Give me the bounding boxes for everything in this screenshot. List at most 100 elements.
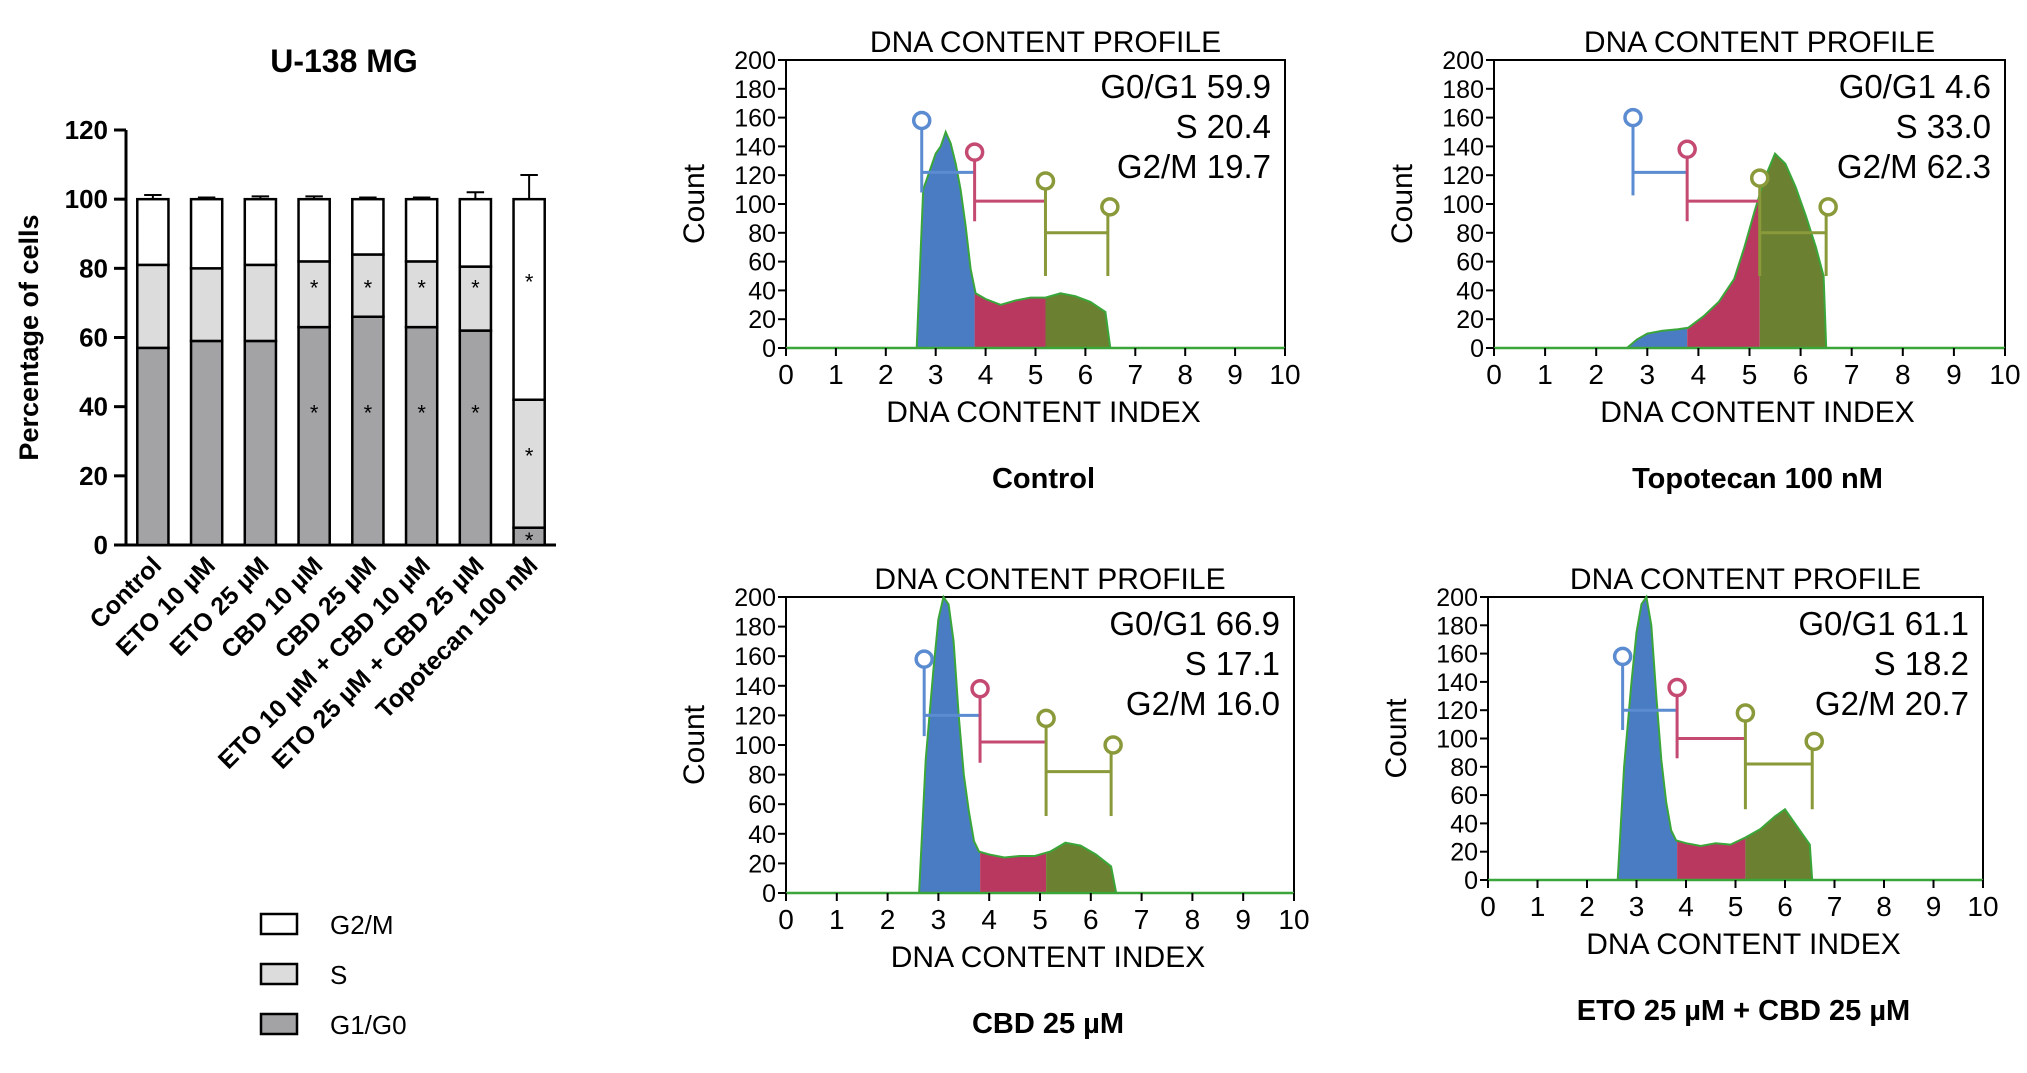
y-tick-label: 20	[79, 461, 108, 491]
histogram-outline	[1616, 594, 1814, 881]
y-axis-label: Percentage of cells	[14, 214, 44, 460]
bar-segment-s	[351, 253, 385, 318]
phase-stat: S 17.1	[1185, 645, 1280, 682]
significance-asterisk: *	[417, 276, 426, 301]
x-tick-label: 5	[1032, 904, 1048, 935]
y-tick-label: 0	[94, 530, 108, 560]
g0g1-area	[916, 132, 975, 348]
x-tick-label: 2	[1579, 891, 1595, 922]
gate-marker	[914, 649, 934, 669]
x-tick-label: 2	[1588, 359, 1604, 390]
y-tick-label: 0	[1464, 867, 1478, 895]
bar-segment-s	[136, 263, 170, 350]
y-tick-label: 20	[1450, 839, 1478, 867]
y-tick-label: 140	[734, 673, 776, 701]
y-tick-label: 180	[734, 76, 776, 104]
panel-caption: Topotecan 100 nM	[1632, 463, 1883, 495]
y-tick-label: 40	[1450, 810, 1478, 838]
gate-marker	[1749, 168, 1770, 188]
bar-segment-g1g0	[404, 325, 439, 547]
panel-caption: ETO 25 µM + CBD 25 µM	[1577, 995, 1910, 1027]
y-tick-label: 80	[79, 253, 108, 283]
x-tick-label: 0	[1486, 359, 1502, 390]
x-tick-label: 7	[1844, 359, 1860, 390]
y-tick-label: 20	[748, 306, 776, 334]
significance-asterisk: *	[471, 276, 480, 301]
y-tick-label: 80	[748, 220, 776, 248]
y-tick-label: 160	[1436, 641, 1478, 669]
panel-title: DNA CONTENT PROFILE	[1570, 563, 1921, 596]
y-tick-label: 180	[1442, 76, 1484, 104]
significance-asterisk: *	[310, 401, 319, 426]
bar-segment-g2m	[136, 197, 170, 267]
phase-stat: G2/M 19.7	[1117, 148, 1271, 185]
x-tick-label: 7	[1134, 904, 1150, 935]
legend-swatch	[259, 962, 299, 986]
y-tick-label: 180	[1436, 612, 1478, 640]
g0g1-area	[1626, 328, 1688, 348]
x-tick-label: 8	[1177, 359, 1193, 390]
bar-segment-g2m	[189, 197, 224, 270]
phase-stat: G2/M 20.7	[1815, 685, 1969, 722]
x-tick-label: 3	[928, 359, 944, 390]
significance-asterisk: *	[417, 401, 426, 426]
y-tick-label: 80	[1456, 220, 1484, 248]
bar-segment-s	[189, 267, 224, 343]
y-tick-label: 20	[1456, 306, 1484, 334]
gate-marker	[1818, 197, 1838, 217]
bar-segment-g1g0	[297, 325, 331, 547]
gate-marker	[964, 142, 985, 162]
gate-marker	[1735, 703, 1756, 723]
legend-swatch	[259, 912, 299, 936]
y-tick-label: 0	[762, 880, 776, 908]
gate-marker	[1100, 197, 1120, 217]
x-tick-label: 9	[1235, 904, 1251, 935]
x-tick-label: 5	[1742, 359, 1758, 390]
y-tick-label: 200	[1436, 584, 1478, 612]
significance-asterisk: *	[525, 269, 534, 294]
significance-asterisk: *	[364, 276, 373, 301]
x-tick-label: 1	[1537, 359, 1553, 390]
y-axis-label: Count	[678, 704, 711, 785]
x-tick-label: 4	[1678, 891, 1694, 922]
g2m-area	[1046, 842, 1117, 893]
y-tick-label: 120	[734, 702, 776, 730]
gate-marker	[1677, 139, 1697, 160]
panel-caption: CBD 25 µM	[972, 1008, 1124, 1040]
phase-stat: G2/M 62.3	[1837, 148, 1991, 185]
bar-segment-g1g0	[458, 329, 493, 547]
gate-marker	[970, 679, 990, 699]
x-tick-label: 1	[1530, 891, 1546, 922]
y-tick-label: 60	[748, 791, 776, 819]
dna-profile-panel: DNA CONTENT PROFILE G0/G1 66.9S 17.1G2/M …	[678, 563, 1310, 1040]
histogram-outline	[1626, 151, 1828, 349]
y-tick-label: 100	[65, 184, 108, 214]
histogram-outline	[918, 594, 1118, 894]
y-tick-label: 80	[1450, 754, 1478, 782]
legend-label: G1/G0	[330, 1010, 407, 1040]
x-tick-label: 9	[1227, 359, 1243, 390]
y-tick-label: 140	[1442, 133, 1484, 161]
y-tick-label: 20	[748, 850, 776, 878]
bar-segment-s	[404, 260, 439, 329]
gate-marker	[911, 110, 932, 131]
gate-marker	[1612, 646, 1633, 667]
y-tick-label: 60	[79, 323, 108, 353]
y-tick-label: 80	[748, 762, 776, 790]
bar-segment-g1g0	[351, 315, 385, 547]
panel-title: DNA CONTENT PROFILE	[874, 563, 1225, 596]
significance-asterisk: *	[525, 444, 534, 469]
y-tick-label: 160	[734, 643, 776, 671]
x-axis-label: DNA CONTENT INDEX	[891, 941, 1206, 974]
x-tick-label: 2	[878, 359, 894, 390]
bar-segment-g1g0	[136, 346, 170, 547]
y-axis-label: Count	[1380, 698, 1413, 779]
significance-asterisk: *	[364, 401, 373, 426]
x-tick-label: 8	[1895, 359, 1911, 390]
bar-segment-s	[243, 263, 278, 343]
s-phase-area	[974, 288, 1046, 348]
x-tick-label: 6	[1083, 904, 1099, 935]
x-tick-label: 0	[1480, 891, 1496, 922]
legend-swatch	[259, 1012, 299, 1036]
